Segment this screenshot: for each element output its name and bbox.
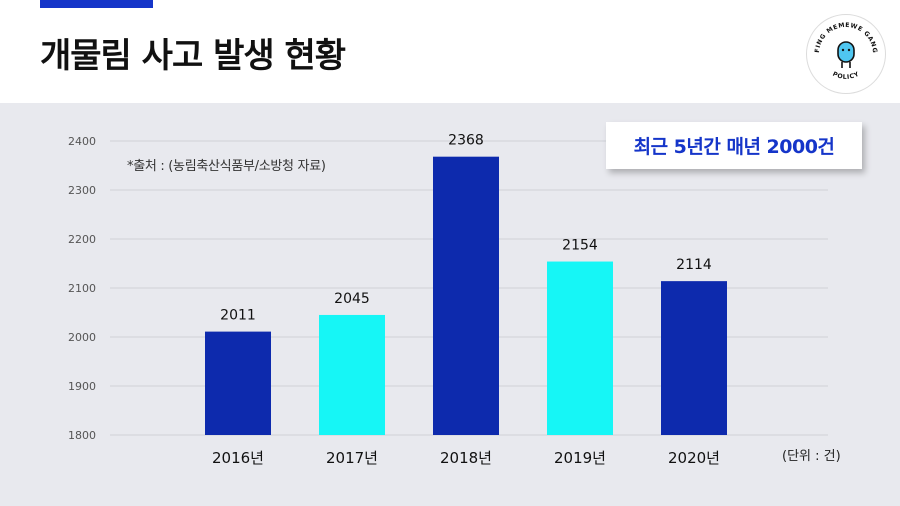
- x-tick-label: 2016년: [212, 449, 264, 467]
- bar: [205, 331, 271, 435]
- y-tick-label: 1800: [68, 429, 96, 442]
- x-tick-label: 2019년: [554, 449, 606, 467]
- x-tick-label: 2018년: [440, 449, 492, 467]
- y-tick-label: 2200: [68, 233, 96, 246]
- bar: [319, 314, 385, 435]
- y-tick-label: 2100: [68, 282, 96, 295]
- x-tick-label: 2017년: [326, 449, 378, 467]
- y-tick-label: 2000: [68, 331, 96, 344]
- data-label: 2368: [448, 133, 484, 149]
- bar: [433, 156, 499, 435]
- summary-callout: 최근 5년간 매년 2000건: [606, 122, 862, 169]
- badge-text-lower: POLICY: [831, 71, 860, 81]
- bar: [547, 261, 613, 435]
- unit-note: (단위 : 건): [782, 449, 841, 464]
- bar-chart: 1800 1900 2000 2100 2200 2300 2400 2011 2016년 204…: [68, 133, 828, 467]
- top-accent-bar: [40, 0, 153, 8]
- source-note: *출처 : (농림축산식품부/소방청 자료): [127, 159, 326, 174]
- brand-badge: BRIEFING MEMEWE GANGNAM POLICY: [806, 14, 886, 94]
- page-title: 개물림 사고 발생 현황: [40, 36, 346, 76]
- y-tick-label: 1900: [68, 380, 96, 393]
- mascot-icon: [837, 41, 855, 68]
- data-label: 2011: [220, 308, 256, 324]
- bar: [661, 281, 727, 435]
- x-tick-label: 2020년: [668, 449, 720, 467]
- data-label: 2154: [562, 238, 598, 254]
- y-tick-label: 2400: [68, 135, 96, 148]
- data-label: 2045: [334, 291, 370, 307]
- y-tick-label: 2300: [68, 184, 96, 197]
- data-label: 2114: [676, 257, 712, 273]
